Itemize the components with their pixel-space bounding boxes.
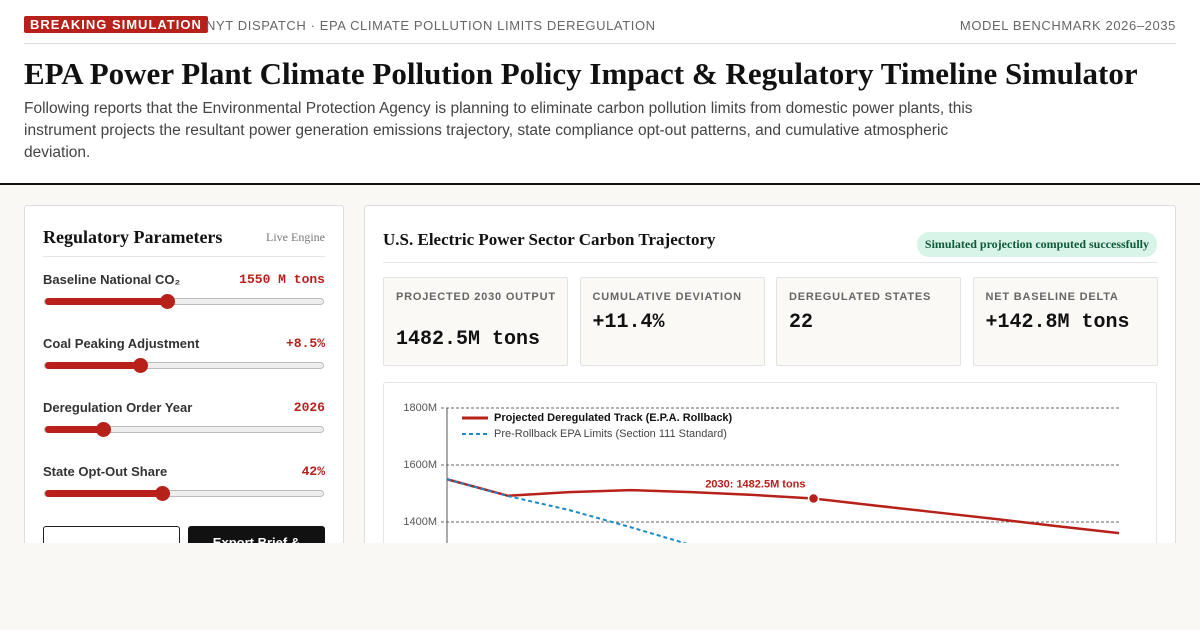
slider-fill [45,298,168,305]
param: State Opt-Out Share 42% [43,464,325,504]
chart-box: 1400M 1600M 1800M Projected Deregulated Tra… [383,382,1157,543]
stat-label: Projected 2030 Output [396,291,556,303]
param: Deregulation Order Year 2026 [43,400,325,440]
stat-value: +11.4% [592,311,665,334]
slider-fill [45,490,162,497]
slider[interactable] [44,294,324,309]
main: Regulatory Parameters Live Engine Baseli… [0,187,1200,543]
y-tick-label: 1600M [403,459,437,471]
panel-title: U.S. Electric Power Sector Carbon Trajec… [383,230,716,249]
stat-card: Cumulative Deviation +11.4% [579,277,765,366]
slider[interactable] [44,358,324,373]
y-tick-label: 1800M [403,402,437,414]
param-value: +8.5% [285,336,325,351]
chart-panel: U.S. Electric Power Sector Carbon Trajec… [364,205,1176,543]
y-tick-label: 1400M [403,516,437,528]
param-label: Baseline National CO₂ [43,272,181,287]
status: Simulated projection computed successful… [916,232,1157,257]
param: Coal Peaking Adjustment +8.5% [43,336,325,376]
stat-value: +142.8M tons [985,311,1130,334]
chart: 1400M 1600M 1800M Projected Deregulated Tra… [403,402,1120,543]
sidebar-title: Regulatory Parameters [43,227,223,247]
param-label: State Opt-Out Share [43,464,168,479]
slider-fill [45,362,140,369]
slider-thumb [132,358,148,373]
stat-value: 1482.5M tons [396,328,541,351]
divider [43,256,325,257]
param: Baseline National CO₂ 1550 M tons [43,272,325,312]
rule [24,43,1176,44]
stat-card: Projected 2030 Output 1482.5M tons [383,277,568,366]
slider[interactable] [44,486,324,501]
slider-thumb [154,486,170,501]
badge: Live Engine [266,230,325,244]
slider-fill [45,426,104,433]
stat-label: Cumulative Deviation [592,291,742,303]
stat-card: Deregulated States 22 [776,277,961,366]
stat-label: Net Baseline Delta [985,291,1119,303]
tag: BREAKING SIMULATION [24,16,208,33]
header: BREAKING SIMULATION NYT DISPATCH · EPA C… [0,0,1200,185]
slider-thumb [96,422,112,437]
param-label: Coal Peaking Adjustment [43,336,200,351]
stat-card: Net Baseline Delta +142.8M tons [972,277,1158,366]
series-line [446,478,1120,535]
slider-thumb [160,294,176,309]
param-value: 42% [301,464,325,479]
export-button[interactable]: Export Brief & [188,526,325,543]
param-value: 2026 [293,400,325,415]
reset-button[interactable] [43,526,180,543]
stat-value: 22 [789,311,814,334]
series-line [446,478,688,543]
description: Following reports that the Environmental… [24,100,973,161]
param-value: 1550 M tons [239,272,325,287]
annotation: 2030: 1482.5M tons [705,478,805,490]
source: NYT DISPATCH · EPA CLIMATE POLLUTION LIM… [206,18,656,33]
divider [383,262,1157,263]
legend-label: Pre-Rollback EPA Limits (Section 111 Sta… [494,428,727,440]
param-label: Deregulation Order Year [43,400,193,415]
benchmark: MODEL BENCHMARK 2026–2035 [959,18,1176,33]
sidebar: Regulatory Parameters Live Engine Baseli… [24,205,344,543]
legend-label: Projected Deregulated Track (E.P.A. Roll… [494,412,733,424]
stat-label: Deregulated States [789,291,932,303]
slider[interactable] [44,422,324,437]
highlight-point [807,492,820,505]
title: EPA Power Plant Climate Pollution Policy… [24,56,1138,91]
